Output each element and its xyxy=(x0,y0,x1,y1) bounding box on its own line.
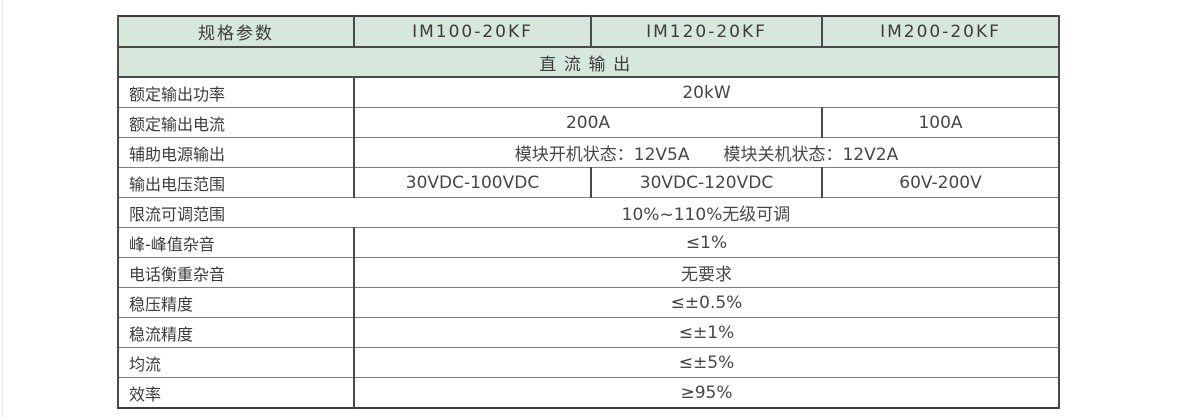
row-value: 模块开机状态：12V5A 模块关机状态：12V2A xyxy=(353,137,1060,168)
section-title-dc-output: 直流输出 xyxy=(117,46,1060,78)
row-rated-output-power: 额定输出功率 20kW xyxy=(117,76,1060,108)
row-label: 输出电压范围 xyxy=(117,167,355,198)
col-header-im120-20kf: IM120-20KF xyxy=(590,15,823,48)
row-label: 稳压精度 xyxy=(117,287,355,318)
row-label: 均流 xyxy=(117,347,355,378)
row-value: 200A xyxy=(353,107,823,138)
row-value: ≥95% xyxy=(353,377,1060,409)
row-label: 稳流精度 xyxy=(117,317,355,348)
row-aux-power-output: 辅助电源输出 模块开机状态：12V5A 模块关机状态：12V2A xyxy=(117,137,1060,168)
row-phone-weighted-noise: 电话衡重杂音 无要求 xyxy=(117,257,1060,288)
row-value: 100A xyxy=(821,107,1060,138)
row-value: 10%~110%无级可调 xyxy=(354,197,1060,228)
row-value: ≤1% xyxy=(353,227,1060,258)
row-label: 电话衡重杂音 xyxy=(117,257,355,288)
row-value: 60V-200V xyxy=(821,167,1060,198)
row-label: 额定输出功率 xyxy=(117,76,355,108)
row-value: 20kW xyxy=(353,76,1060,108)
header-row: 规格参数 IM100-20KF IM120-20KF IM200-20KF xyxy=(117,15,1060,48)
row-value: 30VDC-100VDC xyxy=(353,167,592,198)
row-label: 辅助电源输出 xyxy=(117,137,355,168)
col-header-im100-20kf: IM100-20KF xyxy=(353,15,592,48)
col-header-spec-params: 规格参数 xyxy=(117,15,355,48)
row-label: 限流可调范围 xyxy=(117,197,354,228)
row-current-sharing: 均流 ≤±5% xyxy=(117,347,1060,378)
row-label: 额定输出电流 xyxy=(117,107,355,138)
spec-table: 规格参数 IM100-20KF IM120-20KF IM200-20KF 直流… xyxy=(117,15,1060,409)
row-label: 效率 xyxy=(117,377,355,409)
section-row-dc-output: 直流输出 xyxy=(117,46,1060,78)
row-efficiency: 效率 ≥95% xyxy=(117,377,1060,409)
row-rated-output-current: 额定输出电流 200A 100A xyxy=(117,107,1060,138)
row-voltage-regulation-accuracy: 稳压精度 ≤±0.5% xyxy=(117,287,1060,318)
row-value: ≤±1% xyxy=(353,317,1060,348)
left-edge-divider xyxy=(2,0,3,418)
row-value: 无要求 xyxy=(353,257,1060,288)
row-current-regulation-accuracy: 稳流精度 ≤±1% xyxy=(117,317,1060,348)
row-peak-to-peak-noise: 峰-峰值杂音 ≤1% xyxy=(117,227,1060,258)
row-output-voltage-range: 输出电压范围 30VDC-100VDC 30VDC-120VDC 60V-200… xyxy=(117,167,1060,198)
row-label: 峰-峰值杂音 xyxy=(117,227,355,258)
row-value: ≤±5% xyxy=(353,347,1060,378)
row-current-limit-adjust-range: 限流可调范围 10%~110%无级可调 xyxy=(117,197,1060,228)
row-value: ≤±0.5% xyxy=(353,287,1060,318)
row-value: 30VDC-120VDC xyxy=(590,167,823,198)
col-header-im200-20kf: IM200-20KF xyxy=(821,15,1060,48)
